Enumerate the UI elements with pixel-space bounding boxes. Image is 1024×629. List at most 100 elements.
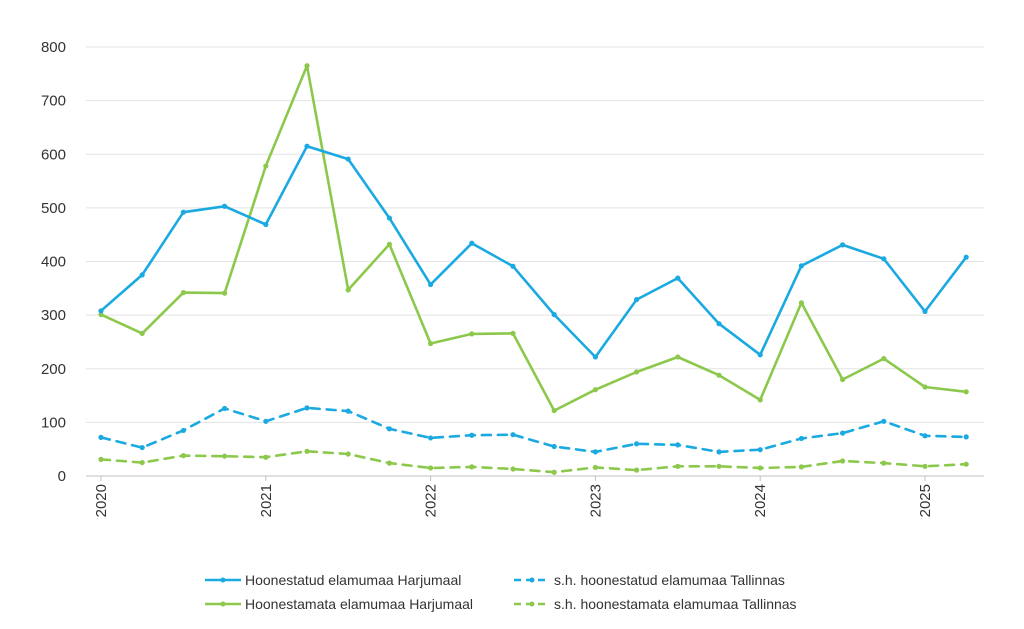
data-point (428, 340, 434, 347)
data-point (963, 434, 969, 440)
data-point (592, 449, 599, 455)
y-tick-label: 500 (41, 200, 66, 217)
data-point (840, 458, 846, 464)
data-point (716, 463, 722, 469)
data-point (428, 435, 434, 441)
data-point (139, 444, 145, 451)
data-point (469, 432, 475, 438)
legend-label: Hoonestatud elamumaa Harjumaal (245, 572, 462, 588)
data-point (757, 447, 763, 453)
data-point (469, 240, 475, 246)
legend-label: s.h. hoonestamata elamumaa Tallinnas (554, 596, 797, 612)
data-point (222, 405, 228, 412)
data-point (222, 453, 228, 459)
data-point (592, 387, 599, 393)
data-point (675, 354, 681, 360)
x-tick-label: 2022 (423, 484, 440, 517)
y-tick-label: 100 (41, 414, 66, 431)
data-point (592, 464, 599, 471)
series-line (99, 64, 968, 412)
data-point (510, 330, 516, 336)
data-point (963, 254, 969, 260)
data-point (634, 369, 640, 375)
data-point (757, 352, 763, 358)
data-point (263, 418, 269, 424)
data-point (180, 427, 186, 434)
data-point (98, 456, 104, 462)
x-tick-label: 2024 (752, 484, 769, 517)
data-point (551, 311, 557, 318)
legend-item-series-3: s.h. hoonestamata elamumaa Tallinnas (514, 596, 797, 612)
data-point (469, 331, 475, 337)
y-tick-label: 200 (41, 361, 66, 378)
data-point (139, 459, 145, 466)
y-tick-label: 300 (41, 307, 66, 324)
legend-item-series-1: s.h. hoonestatud elamumaa Tallinnas (514, 572, 785, 588)
series-2 (98, 63, 969, 414)
series-1 (98, 405, 969, 455)
data-point (634, 467, 640, 473)
data-point (881, 355, 887, 362)
data-point (510, 466, 516, 472)
data-point (963, 461, 969, 467)
y-tick-label: 700 (41, 93, 66, 110)
data-point (263, 221, 269, 228)
data-point (840, 242, 846, 248)
legend-label: s.h. hoonestatud elamumaa Tallinnas (554, 572, 785, 588)
data-point (386, 241, 392, 247)
data-point (881, 418, 887, 424)
data-point (840, 376, 846, 383)
data-point (881, 256, 887, 262)
data-point (881, 460, 887, 466)
data-point (345, 451, 351, 457)
data-point (98, 308, 104, 314)
data-point (469, 464, 475, 470)
data-point (263, 454, 269, 460)
data-point (592, 354, 599, 360)
legend-item-series-2: Hoonestamata elamumaa Harjumaal (205, 596, 473, 612)
data-point (263, 163, 269, 169)
data-point (757, 465, 763, 471)
x-tick-label: 2023 (587, 484, 604, 517)
data-point (551, 469, 557, 475)
data-point (634, 296, 640, 303)
data-point (551, 443, 557, 450)
series-0 (98, 143, 969, 360)
data-point (922, 384, 928, 390)
data-point (304, 448, 310, 454)
data-point (98, 311, 104, 318)
y-tick-label: 800 (41, 39, 66, 56)
data-point (139, 330, 145, 336)
data-point (716, 372, 722, 378)
data-point (675, 463, 681, 469)
data-point (798, 435, 805, 442)
data-point (304, 143, 310, 149)
data-point (798, 263, 805, 269)
legend-swatch-dashed-blue (514, 577, 550, 583)
data-point (922, 463, 928, 469)
data-point (510, 432, 516, 438)
data-point (180, 209, 186, 215)
data-point (840, 430, 846, 436)
series-line (99, 449, 968, 474)
data-point (510, 263, 516, 269)
data-point (180, 453, 186, 459)
data-point (345, 408, 351, 414)
data-point (757, 397, 763, 403)
legend-swatch-dashed-green (514, 601, 550, 607)
data-point (386, 215, 392, 221)
y-axis-ticks: 0 100 200 300 400 500 600 700 800 (41, 39, 66, 485)
data-point (963, 389, 969, 395)
data-point (922, 308, 928, 314)
data-point (304, 405, 310, 411)
data-point (139, 272, 145, 278)
x-tick-label: 2020 (93, 484, 110, 517)
data-point (222, 203, 228, 209)
data-point (304, 63, 310, 69)
data-point (675, 442, 681, 448)
series-line (99, 406, 968, 454)
y-tick-label: 600 (41, 146, 66, 163)
data-point (716, 321, 722, 327)
